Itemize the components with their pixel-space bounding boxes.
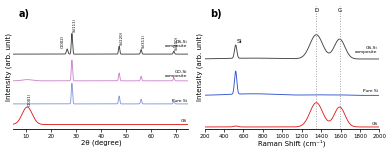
- Text: b): b): [210, 9, 221, 19]
- Text: G: G: [338, 8, 342, 13]
- Text: Si(111): Si(111): [73, 18, 77, 32]
- Text: Pure Si: Pure Si: [172, 99, 187, 103]
- X-axis label: Raman Shift (cm⁻¹): Raman Shift (cm⁻¹): [258, 140, 326, 147]
- Text: C(002): C(002): [61, 35, 65, 48]
- Text: GS-Si
composite: GS-Si composite: [165, 40, 187, 48]
- Text: Si(400): Si(400): [174, 36, 179, 50]
- Text: GS: GS: [181, 119, 187, 123]
- Text: Si: Si: [237, 39, 243, 44]
- Y-axis label: Intensity (arb. unit): Intensity (arb. unit): [197, 34, 203, 101]
- Y-axis label: Intensity (arb. unit): Intensity (arb. unit): [5, 34, 12, 101]
- Text: Si(220): Si(220): [120, 31, 124, 45]
- Text: Pure Si: Pure Si: [363, 89, 377, 93]
- Text: Si(311): Si(311): [142, 34, 146, 48]
- X-axis label: 2θ (degree): 2θ (degree): [81, 140, 121, 146]
- Text: GS-Si
composite: GS-Si composite: [355, 46, 377, 54]
- Text: D: D: [314, 8, 318, 13]
- Text: GS: GS: [371, 122, 377, 126]
- Text: GO-Si
composite: GO-Si composite: [165, 70, 187, 78]
- Text: C(001): C(001): [28, 93, 32, 106]
- Text: a): a): [19, 9, 30, 19]
